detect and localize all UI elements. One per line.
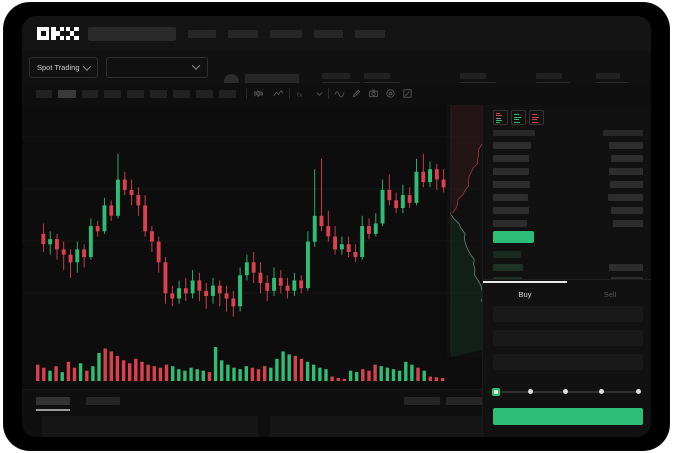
wave-chart-icon[interactable] <box>334 88 345 99</box>
tab-buy[interactable]: Buy <box>518 290 532 299</box>
toolbar-divider <box>289 88 290 99</box>
bottom-content-panel-2 <box>270 416 482 437</box>
amount-slider-handle[interactable] <box>492 387 500 396</box>
timeframe-button-2[interactable] <box>58 90 76 98</box>
orderbook-ask-row[interactable] <box>493 220 527 227</box>
buy-tab-underline <box>483 281 567 283</box>
orderbook-ask-amount <box>608 194 643 201</box>
line-chart-icon[interactable] <box>273 88 284 99</box>
timeframe-button-1[interactable] <box>36 90 52 98</box>
nav-link-3[interactable] <box>270 30 302 38</box>
amount-field[interactable] <box>493 354 643 370</box>
amount-slider-track[interactable] <box>495 391 641 393</box>
logo-letter-o <box>37 27 50 40</box>
bottom-tab-1[interactable] <box>36 397 70 405</box>
bottom-content-panel-1 <box>42 416 258 437</box>
timeframe-button-6[interactable] <box>150 90 167 98</box>
slider-stop-75[interactable] <box>599 389 604 394</box>
market-type-dropdown[interactable]: Spot Trading <box>29 57 98 78</box>
nav-link-4[interactable] <box>314 30 343 38</box>
timeframe-button-8[interactable] <box>196 90 213 98</box>
orderbook-bid-amount <box>609 264 643 271</box>
tab-sell[interactable]: Sell <box>603 290 617 299</box>
logo-letter-k <box>51 27 65 40</box>
nav-link-5[interactable] <box>355 30 385 38</box>
indicator-fx-icon[interactable]: fx <box>296 88 307 99</box>
fullscreen-expand-icon[interactable] <box>402 88 413 99</box>
orderbook-ask-amount <box>610 181 643 188</box>
orderbook-ask-amount <box>613 220 643 227</box>
app-screen: Spot Trading <box>22 16 651 437</box>
buy-submit-button[interactable] <box>493 408 643 425</box>
chevron-down-icon[interactable] <box>314 88 325 99</box>
trading-pair-dropdown[interactable] <box>106 57 208 78</box>
bottom-tab-underline <box>36 409 70 411</box>
bottom-tab-2[interactable] <box>86 397 120 405</box>
orderbook-ask-row[interactable] <box>493 142 531 149</box>
price-chart-area[interactable] <box>22 105 482 389</box>
pencil-draw-icon[interactable] <box>351 88 362 99</box>
orderbook-asks-icon[interactable] <box>529 110 544 125</box>
camera-snapshot-icon[interactable] <box>368 88 379 99</box>
orderbook-header-price <box>493 130 535 136</box>
orderbook-ask-row[interactable] <box>493 181 530 188</box>
bottom-action-1[interactable] <box>404 397 440 405</box>
timeframe-button-4[interactable] <box>104 90 121 98</box>
orderbook-ask-row[interactable] <box>493 207 529 214</box>
price-field[interactable] <box>493 330 643 346</box>
chart-toolbar: fx <box>22 83 651 106</box>
chevron-down-icon <box>191 61 201 70</box>
candlestick-chart-icon[interactable] <box>253 88 264 99</box>
candlestick-series <box>41 153 446 317</box>
bottom-action-2[interactable] <box>446 397 482 405</box>
logo-letter-x <box>65 27 79 40</box>
orderbook-bid-row[interactable] <box>493 251 521 258</box>
orderbook-bids-icon[interactable] <box>511 110 526 125</box>
market-depth-overlay <box>447 105 482 357</box>
orderbook-ask-amount <box>611 155 643 162</box>
orders-bottom-bar <box>22 389 482 437</box>
orderbook-ask-row[interactable] <box>493 168 529 175</box>
toolbar-divider <box>328 88 329 99</box>
market-type-label: Spot Trading <box>37 63 80 72</box>
orderbook-bid-row[interactable] <box>493 264 523 271</box>
orderbook-ask-row[interactable] <box>493 194 528 201</box>
svg-text:fx: fx <box>297 91 303 98</box>
slider-stop-25[interactable] <box>528 389 533 394</box>
orderbook-ask-amount <box>609 142 643 149</box>
order-type-field[interactable] <box>493 306 643 322</box>
volume-series <box>36 347 445 381</box>
slider-stop-100[interactable] <box>636 389 641 394</box>
device-frame: Spot Trading <box>4 3 669 450</box>
timeframe-button-3[interactable] <box>82 90 98 98</box>
nav-search-input[interactable] <box>88 27 176 41</box>
nav-link-1[interactable] <box>188 30 216 38</box>
slider-stop-50[interactable] <box>563 389 568 394</box>
top-navigation-bar <box>22 16 651 51</box>
orderbook-both-icon[interactable] <box>493 110 508 125</box>
trade-order-panel: Buy Sell <box>482 279 651 437</box>
timeframe-button-7[interactable] <box>173 90 190 98</box>
toolbar-divider <box>246 88 247 99</box>
orderbook-current-price <box>493 231 534 243</box>
nav-link-2[interactable] <box>228 30 258 38</box>
orderbook-ask-amount <box>609 168 643 175</box>
orderbook-ask-row[interactable] <box>493 155 529 162</box>
timeframe-button-5[interactable] <box>127 90 144 98</box>
okx-logo[interactable] <box>37 27 79 40</box>
timeframe-button-9[interactable] <box>219 90 236 98</box>
orderbook-header-amount <box>603 130 643 136</box>
chart-gridlines <box>22 136 482 294</box>
chevron-down-icon <box>82 61 91 71</box>
orderbook-ask-amount <box>611 207 643 214</box>
depth-curve <box>449 105 482 357</box>
settings-gear-icon[interactable] <box>385 88 396 99</box>
